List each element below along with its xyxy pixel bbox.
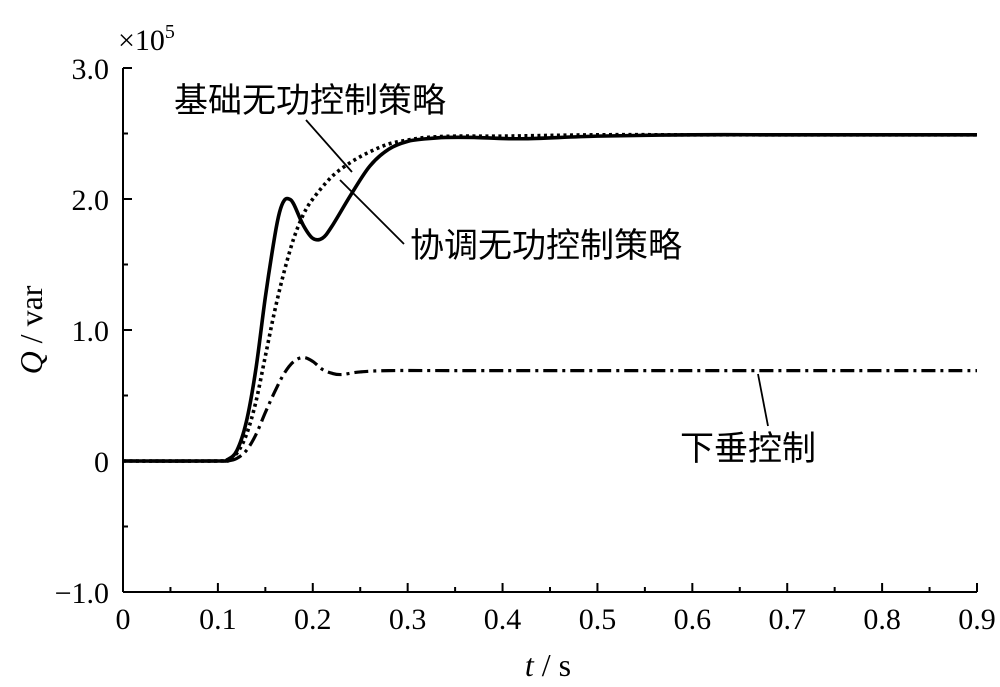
y-axis-title: Q / var xyxy=(13,285,49,374)
x-tick-label: 0.8 xyxy=(863,603,901,636)
axes xyxy=(122,68,977,593)
series-line-1 xyxy=(122,132,977,463)
x-tick-label: 0.3 xyxy=(389,603,427,636)
series-layer xyxy=(122,132,977,463)
y-multiplier-exp: 5 xyxy=(165,21,175,43)
series-line-0 xyxy=(122,132,977,463)
x-axis-var: t xyxy=(525,647,535,683)
y-tick-label: 1.0 xyxy=(72,315,110,348)
leader-coordinated-strategy xyxy=(339,179,405,245)
y-tick-label: −1.0 xyxy=(55,577,109,610)
x-tick-label: 0.1 xyxy=(199,603,237,636)
x-tick-label: 0.9 xyxy=(958,603,996,636)
y-multiplier: ×105 xyxy=(118,21,175,57)
x-tick-label: 0.5 xyxy=(579,603,617,636)
x-axis-title: t / s xyxy=(525,647,571,683)
series-line-2 xyxy=(123,355,977,463)
y-axis-unit: / var xyxy=(13,285,49,351)
y-tick-label: 2.0 xyxy=(72,184,110,217)
y-axis-var: Q xyxy=(13,351,49,374)
leader-droop-control xyxy=(757,373,769,427)
leader-basic-strategy xyxy=(305,119,353,173)
annotations: 基础无功控制策略 协调无功控制策略 下垂控制 xyxy=(174,81,816,469)
annotation-basic-strategy: 基础无功控制策略 xyxy=(174,81,446,121)
x-tick-label: 0.2 xyxy=(294,603,332,636)
y-tick-label: 0 xyxy=(94,446,109,479)
x-tick-label: 0.6 xyxy=(674,603,712,636)
annotation-coordinated-strategy: 协调无功控制策略 xyxy=(410,226,682,266)
x-tick-label: 0.7 xyxy=(768,603,806,636)
x-axis-unit: / s xyxy=(534,647,571,683)
annotation-droop-control: 下垂控制 xyxy=(680,429,816,469)
x-ticks: 0 0.1 0.2 0.3 0.4 0.5 0.6 0.7 0.8 0.9 xyxy=(116,583,996,636)
x-tick-label: 0.4 xyxy=(484,603,522,636)
x-tick-label: 0 xyxy=(116,603,131,636)
y-tick-label: 3.0 xyxy=(72,53,110,86)
y-multiplier-prefix: ×10 xyxy=(118,24,165,57)
y-ticks: −1.0 0 1.0 2.0 3.0 xyxy=(55,53,132,610)
